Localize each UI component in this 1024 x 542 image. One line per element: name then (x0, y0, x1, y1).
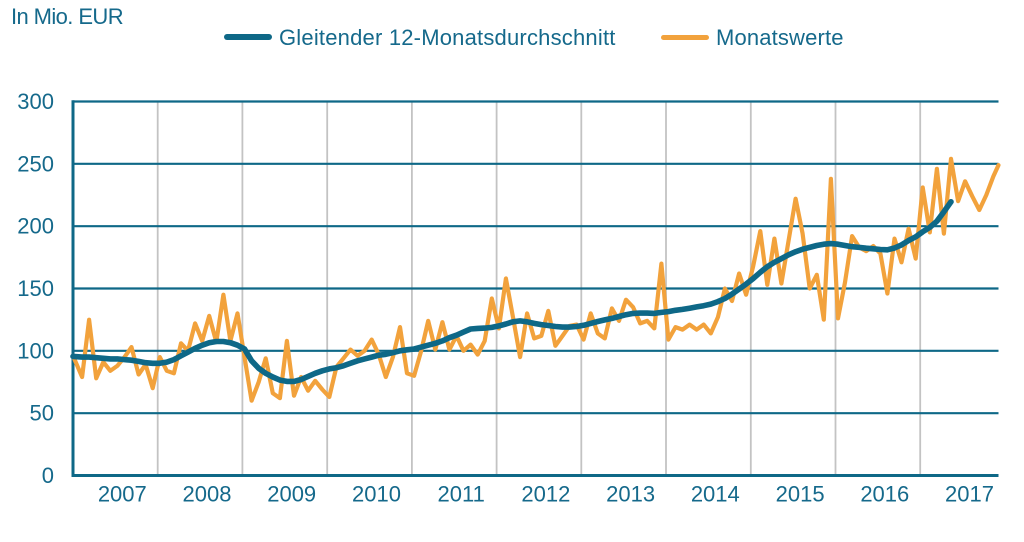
svg-text:2011: 2011 (438, 482, 485, 507)
svg-text:2007: 2007 (98, 482, 147, 507)
svg-text:2014: 2014 (691, 482, 740, 507)
svg-text:250: 250 (17, 151, 54, 176)
svg-text:100: 100 (17, 338, 54, 363)
svg-text:2012: 2012 (521, 482, 570, 507)
svg-text:2016: 2016 (860, 482, 909, 507)
svg-text:300: 300 (17, 89, 54, 114)
svg-text:200: 200 (17, 214, 54, 239)
svg-text:2009: 2009 (267, 482, 316, 507)
svg-text:150: 150 (17, 276, 54, 301)
svg-text:2013: 2013 (606, 482, 655, 507)
svg-text:2008: 2008 (183, 482, 232, 507)
svg-text:50: 50 (30, 401, 54, 426)
svg-text:0: 0 (42, 463, 54, 488)
svg-text:2017: 2017 (945, 482, 994, 507)
svg-text:2015: 2015 (776, 482, 825, 507)
svg-text:2010: 2010 (352, 482, 401, 507)
